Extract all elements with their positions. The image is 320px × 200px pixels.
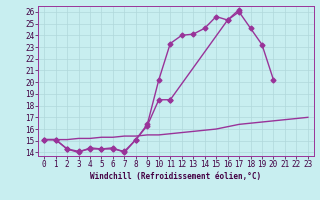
X-axis label: Windchill (Refroidissement éolien,°C): Windchill (Refroidissement éolien,°C) xyxy=(91,172,261,181)
